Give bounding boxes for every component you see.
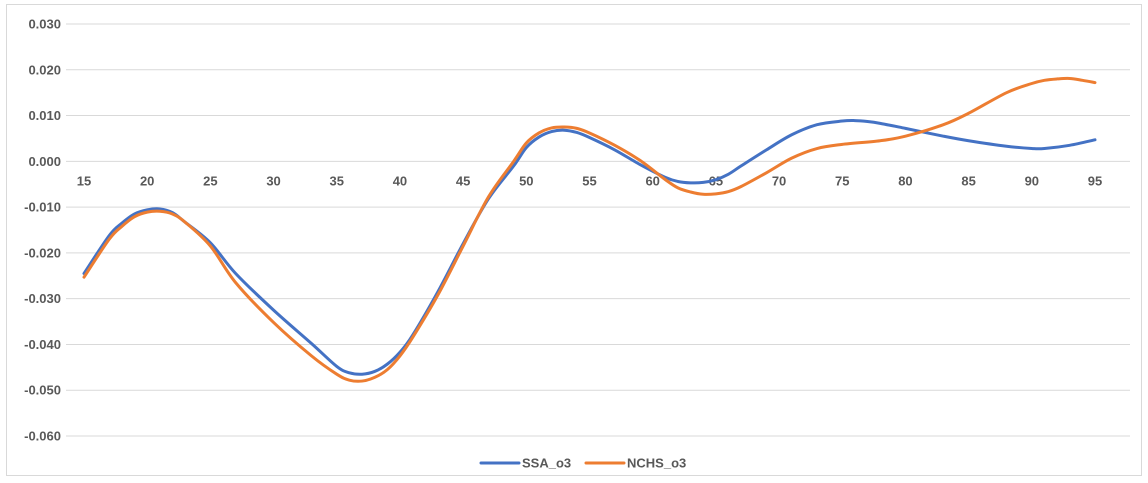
x-tick-label: 25 bbox=[203, 173, 217, 188]
x-tick-label: 20 bbox=[140, 173, 154, 188]
x-tick-label: 35 bbox=[330, 173, 344, 188]
y-axis-tick-labels: 0.030 0.020 0.010 0.000 -0.010 -0.020 -0.030 -0… bbox=[24, 17, 61, 444]
x-tick-label: 45 bbox=[456, 173, 470, 188]
x-tick-label: 75 bbox=[835, 173, 849, 188]
y-tick-label: 0.000 bbox=[28, 154, 61, 169]
y-tick-label: -0.020 bbox=[24, 245, 61, 260]
y-tick-label: -0.060 bbox=[24, 429, 61, 444]
y-tick-label: -0.010 bbox=[24, 200, 61, 215]
chart-area bbox=[6, 4, 1142, 476]
gridlines bbox=[66, 23, 1130, 437]
series-lines bbox=[82, 76, 1097, 383]
series-line-ssa-o3 bbox=[82, 119, 1097, 376]
legend-item: SSA_o3 bbox=[479, 456, 571, 471]
x-tick-label: 60 bbox=[645, 173, 659, 188]
x-tick-label: 95 bbox=[1088, 173, 1102, 188]
x-tick-label: 40 bbox=[393, 173, 407, 188]
y-tick-label: 0.020 bbox=[28, 62, 61, 77]
x-tick-label: 50 bbox=[519, 173, 533, 188]
legend-label: NCHS_o3 bbox=[627, 456, 686, 471]
legend: SSA_o3 NCHS_o3 bbox=[479, 456, 686, 471]
x-tick-label: 30 bbox=[266, 173, 280, 188]
legend-label: SSA_o3 bbox=[522, 456, 571, 471]
y-tick-label: -0.030 bbox=[24, 291, 61, 306]
y-tick-label: -0.050 bbox=[24, 383, 61, 398]
x-tick-label: 70 bbox=[772, 173, 786, 188]
x-axis-tick-labels: 15 20 25 30 35 40 45 50 55 60 65 70 75 80 85 90 95 bbox=[77, 173, 1102, 188]
y-tick-label: 0.030 bbox=[28, 17, 61, 32]
x-tick-label: 90 bbox=[1025, 173, 1039, 188]
y-tick-label: -0.040 bbox=[24, 337, 61, 352]
x-tick-label: 15 bbox=[77, 173, 91, 188]
y-tick-label: 0.010 bbox=[28, 108, 61, 123]
x-tick-label: 80 bbox=[898, 173, 912, 188]
x-tick-label: 55 bbox=[582, 173, 596, 188]
series-line-nchs-o3 bbox=[82, 76, 1097, 383]
legend-item: NCHS_o3 bbox=[584, 456, 686, 471]
x-tick-label: 85 bbox=[961, 173, 975, 188]
